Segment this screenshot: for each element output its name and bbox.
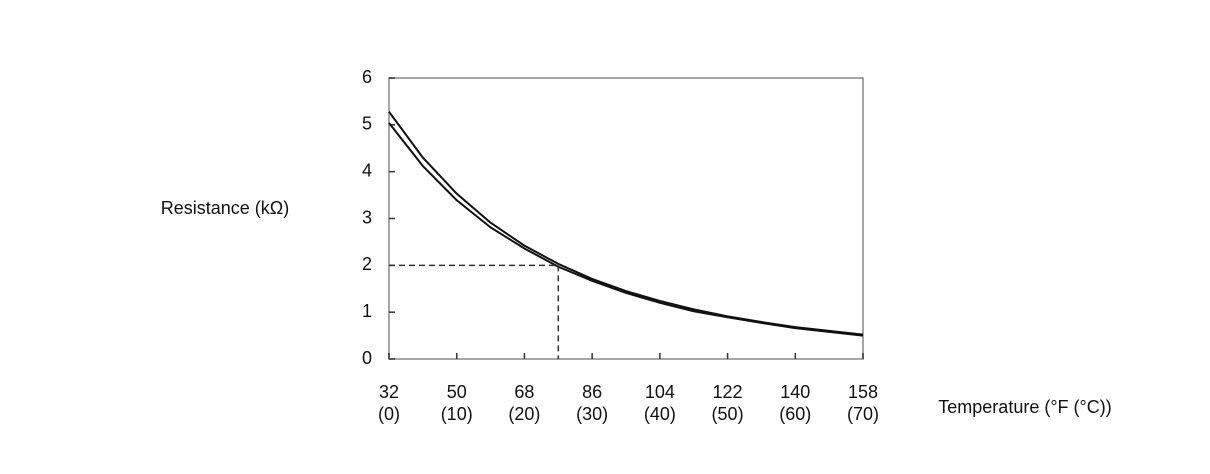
y-tick-label: 4 [362, 160, 372, 180]
y-tick-label: 1 [362, 301, 372, 321]
x-tick-label: 140 (60) [779, 382, 812, 424]
curve [388, 122, 864, 337]
x-tick-label: 50 (10) [440, 382, 473, 424]
y-axis-label: Resistance (kΩ) [161, 198, 290, 218]
curve [388, 111, 864, 336]
x-tick-label: 122 (50) [711, 382, 744, 424]
x-tick-label: 86 (30) [576, 382, 609, 424]
x-tick-label: 158 (70) [846, 382, 879, 424]
y-tick-label: 3 [362, 207, 372, 227]
y-tick-label: 0 [362, 348, 372, 368]
y-tick-label: 2 [362, 254, 372, 274]
plot-frame [388, 77, 864, 360]
x-axis-label: Temperature (°F (°C)) [938, 397, 1111, 417]
y-tick-label: 5 [362, 114, 372, 134]
y-tick-label: 6 [362, 67, 372, 87]
x-tick-label: 68 (20) [508, 382, 541, 424]
x-tick-label: 32 (0) [378, 382, 400, 424]
x-tick-label: 104 (40) [643, 382, 676, 424]
